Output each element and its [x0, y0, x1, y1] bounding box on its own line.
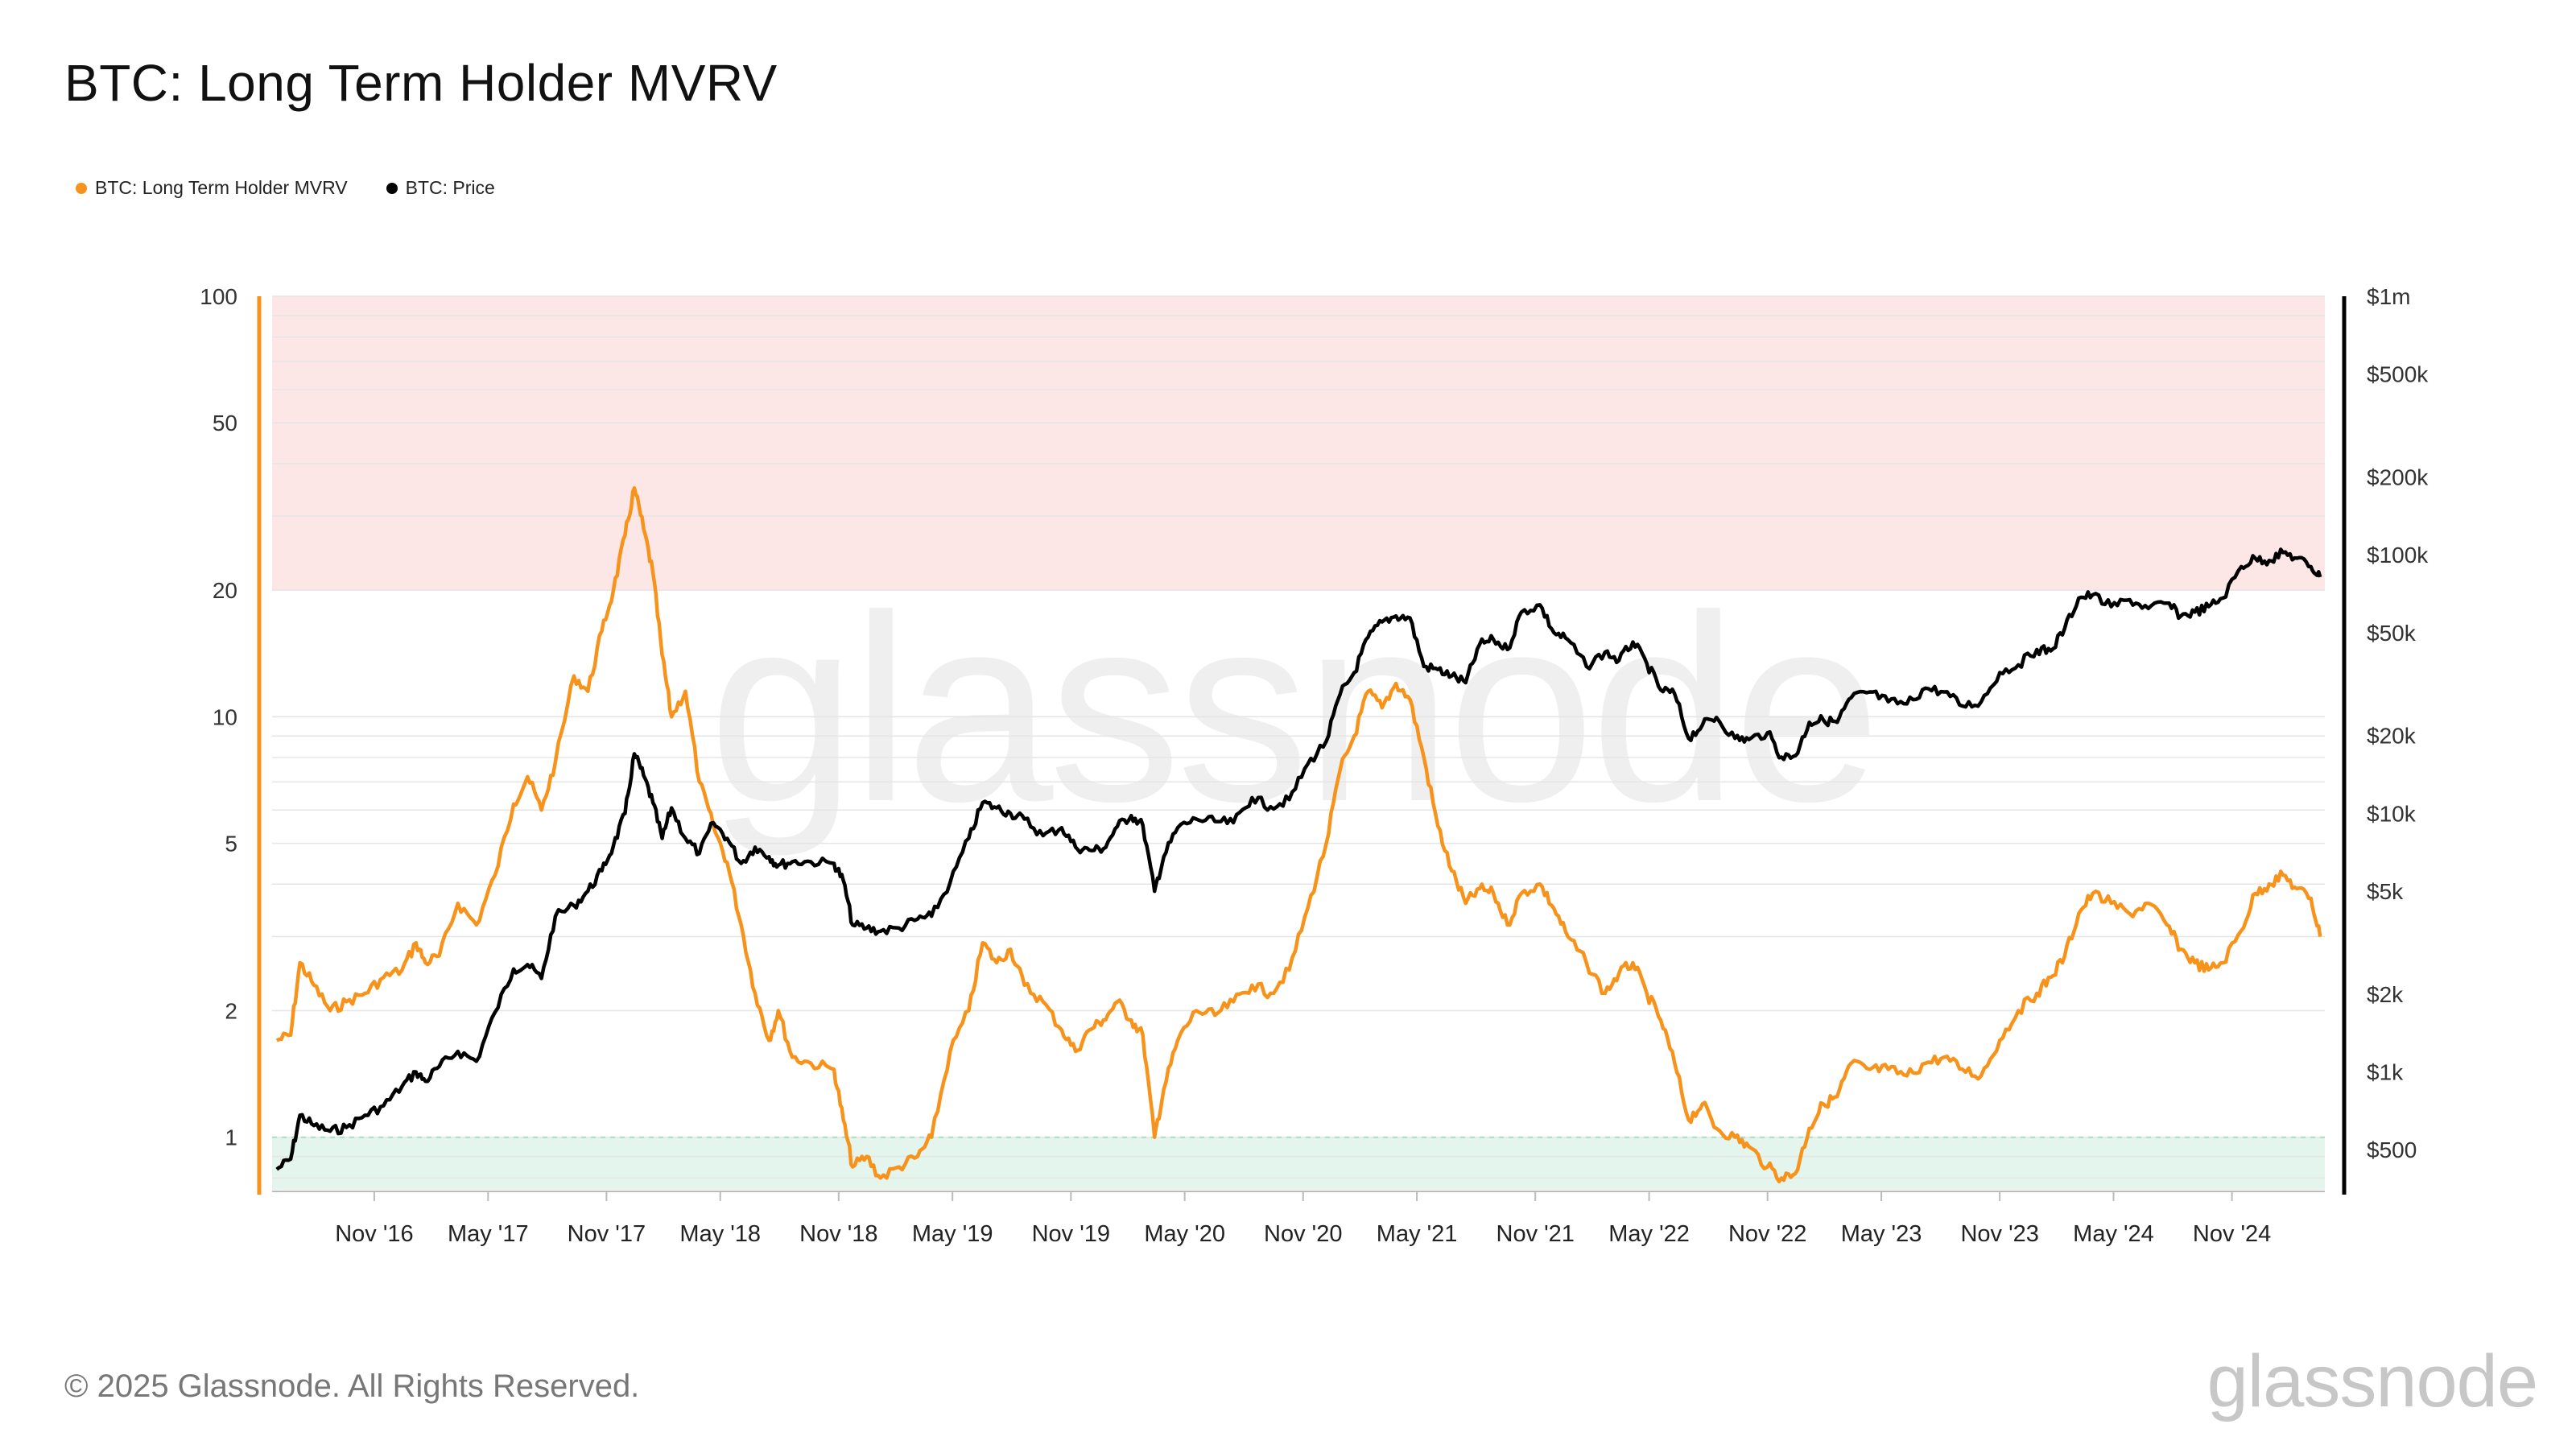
- legend-dot-mvrv: [76, 182, 87, 194]
- left-tick-label: 20: [213, 578, 237, 603]
- right-tick-label: $200k: [2367, 465, 2429, 490]
- series-line-price: [275, 547, 2322, 1171]
- x-tick-label: Nov '22: [1728, 1221, 1806, 1247]
- left-tick-label: 10: [213, 704, 237, 729]
- x-tick-label: Nov '20: [1264, 1221, 1342, 1247]
- legend-item-mvrv[interactable]: BTC: Long Term Holder MVRV: [76, 177, 348, 199]
- x-tick-label: May '22: [1608, 1221, 1690, 1247]
- x-tick-label: Nov '16: [335, 1221, 413, 1247]
- chart-title: BTC: Long Term Holder MVRV: [64, 54, 778, 112]
- left-tick-label: 100: [200, 284, 237, 309]
- right-tick-label: $500k: [2367, 362, 2429, 387]
- right-tick-label: $100k: [2367, 543, 2429, 568]
- right-tick-label: $50k: [2367, 621, 2417, 646]
- x-tick-label: Nov '21: [1496, 1221, 1575, 1247]
- series-line-mvrv: [275, 485, 2322, 1184]
- right-tick-label: $2k: [2367, 982, 2404, 1007]
- x-tick-label: Nov '17: [568, 1221, 646, 1247]
- right-tick-label: $500: [2367, 1137, 2417, 1162]
- x-tick-label: Nov '24: [2193, 1221, 2271, 1247]
- legend-label-price: BTC: Price: [405, 177, 495, 198]
- x-tick-label: May '21: [1377, 1221, 1458, 1247]
- left-tick-label: 1: [225, 1125, 237, 1150]
- x-tick-label: May '17: [448, 1221, 529, 1247]
- right-tick-label: $1k: [2367, 1060, 2404, 1085]
- right-tick-label: $1m: [2367, 284, 2410, 309]
- x-tick-label: Nov '23: [1960, 1221, 2038, 1247]
- legend-dot-price: [386, 182, 398, 194]
- x-tick-label: May '18: [679, 1221, 761, 1247]
- legend-label-mvrv: BTC: Long Term Holder MVRV: [95, 177, 348, 198]
- right-tick-label: $20k: [2367, 724, 2417, 749]
- legend: BTC: Long Term Holder MVRV BTC: Price: [76, 177, 495, 199]
- brand-logo: glassnode: [2207, 1340, 2538, 1422]
- x-tick-label: Nov '18: [799, 1221, 877, 1247]
- legend-item-price[interactable]: BTC: Price: [386, 177, 495, 199]
- band-upper: [272, 296, 2325, 591]
- right-tick-label: $10k: [2367, 801, 2417, 826]
- left-tick-label: 50: [213, 411, 237, 436]
- left-tick-label: 5: [225, 832, 237, 857]
- x-tick-label: May '23: [1841, 1221, 1922, 1247]
- x-tick-label: May '24: [2073, 1221, 2154, 1247]
- copyright-text: © 2025 Glassnode. All Rights Reserved.: [64, 1368, 640, 1404]
- x-tick-label: May '19: [912, 1221, 993, 1247]
- x-tick-label: May '20: [1144, 1221, 1225, 1247]
- x-tick-label: Nov '19: [1032, 1221, 1110, 1247]
- right-tick-label: $5k: [2367, 879, 2404, 904]
- band-lower: [272, 1137, 2325, 1190]
- left-tick-label: 2: [225, 998, 237, 1023]
